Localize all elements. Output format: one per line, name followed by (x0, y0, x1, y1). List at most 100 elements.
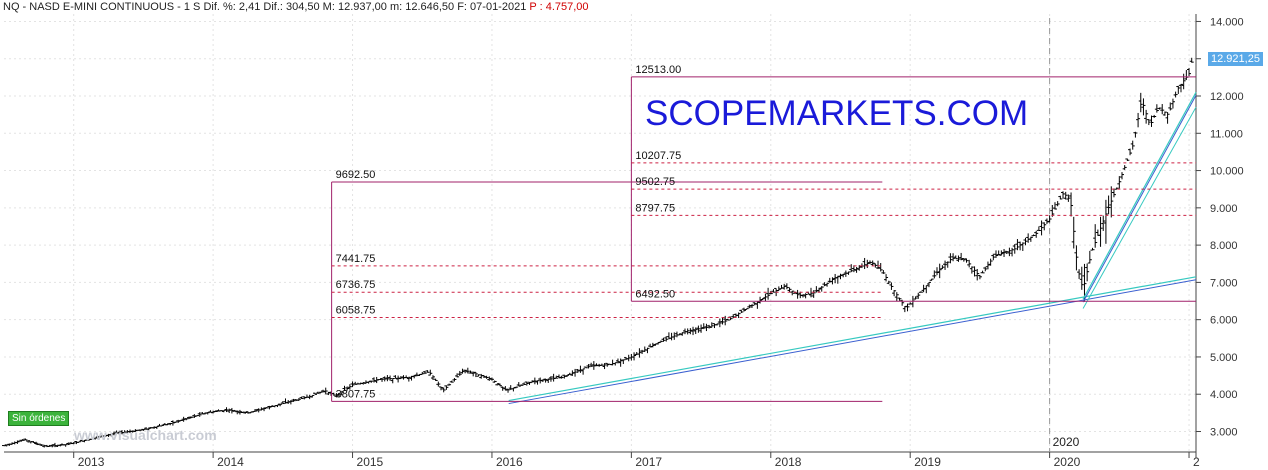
box2-level-label: 10207.75 (635, 150, 681, 162)
price-bar (393, 375, 398, 379)
price-bar (39, 444, 44, 446)
price-bar (1128, 148, 1133, 156)
price-bar (959, 252, 964, 261)
price-bar (760, 298, 765, 301)
price-bar (240, 411, 245, 414)
price-bar (562, 374, 567, 379)
price-bar (833, 273, 838, 284)
box1-level-label: 3807.75 (336, 388, 376, 400)
price-bar (170, 420, 175, 426)
price-bar (299, 396, 304, 400)
price-bar (988, 258, 993, 266)
price-bar (867, 260, 872, 265)
price-bar (366, 381, 371, 384)
price-bar (326, 391, 331, 396)
price-bar (371, 377, 376, 383)
x-tick-label: 2019 (914, 455, 941, 469)
price-bar (404, 375, 409, 379)
price-bar (750, 304, 755, 308)
price-bar (918, 291, 923, 293)
price-bar (999, 250, 1004, 256)
price-bar (471, 371, 476, 377)
trendline-steep-c (1082, 106, 1197, 309)
price-bar (900, 299, 905, 306)
price-bar (688, 328, 693, 335)
price-bar (307, 394, 312, 400)
price-bar (259, 407, 264, 411)
visualchart-watermark: www.visualchart.com (74, 427, 217, 443)
price-bar (953, 255, 958, 260)
x-tick-label: 2018 (775, 455, 802, 469)
price-bar (1074, 245, 1079, 271)
price-bar (664, 336, 669, 342)
price-bar (141, 428, 146, 431)
price-bar (522, 382, 527, 385)
price-bar (932, 270, 937, 279)
price-bar (117, 430, 122, 435)
y-tick-label: 11.000 (1210, 128, 1243, 140)
price-bar (1023, 237, 1028, 246)
box1-level-label: 7441.75 (336, 253, 376, 265)
price-bar (1079, 266, 1084, 290)
price-bar (1103, 199, 1108, 244)
price-bar (725, 318, 730, 321)
box2-level-label: 6492.50 (635, 288, 675, 300)
price-bar (1093, 224, 1098, 248)
brand-watermark: SCOPEMARKETS.COM (645, 94, 1029, 133)
price-bars (2, 57, 1194, 448)
price-bar (1160, 104, 1165, 115)
price-bar (1181, 73, 1186, 90)
price-bar (1101, 215, 1106, 231)
price-bar (473, 371, 478, 378)
price-bar (318, 391, 323, 394)
price-bar (886, 280, 891, 285)
price-bar (267, 405, 272, 410)
price-bar (229, 407, 234, 414)
price-bar (1109, 186, 1114, 218)
price-bar (47, 444, 52, 447)
price-bar (1047, 215, 1052, 223)
price-bar (1052, 202, 1057, 210)
price-bar (699, 324, 704, 333)
price-bar (637, 348, 642, 358)
orders-badge[interactable]: Sin órdenes (8, 411, 70, 426)
price-bar (34, 441, 39, 445)
price-bar (420, 371, 425, 375)
price-bar (621, 359, 626, 365)
price-bar (1066, 194, 1071, 202)
price-bar (173, 421, 178, 423)
price-bar (782, 283, 787, 290)
price-bar (739, 309, 744, 314)
price-bar (36, 443, 41, 446)
price-bar (1162, 111, 1167, 116)
price-bar (98, 435, 103, 438)
price-bar (913, 296, 918, 300)
price-bar (554, 375, 559, 379)
y-tick-label: 4.000 (1210, 389, 1238, 401)
price-bar (1136, 112, 1141, 128)
price-bar (168, 422, 173, 426)
price-bar (1020, 242, 1025, 251)
header-p-value: P : 4.757,00 (529, 1, 589, 13)
y-tick-label: 12.000 (1210, 91, 1244, 103)
price-bar (476, 374, 481, 377)
price-bar (985, 261, 990, 270)
price-bar (350, 381, 355, 388)
price-bar (581, 368, 586, 375)
y-tick-label: 10.000 (1210, 166, 1244, 178)
price-bar (701, 323, 706, 330)
price-bar (548, 376, 553, 382)
price-bar (425, 370, 430, 373)
price-bar (224, 407, 229, 413)
price-bar (1002, 248, 1007, 258)
price-bar (565, 374, 570, 378)
price-bar (213, 410, 218, 412)
price-bar (186, 416, 191, 420)
y-tick-label: 8.000 (1210, 240, 1238, 252)
price-bar (583, 366, 588, 369)
price-bar (926, 281, 931, 288)
price-bar (707, 324, 712, 329)
price-bar (691, 326, 696, 336)
price-bar (723, 315, 728, 326)
